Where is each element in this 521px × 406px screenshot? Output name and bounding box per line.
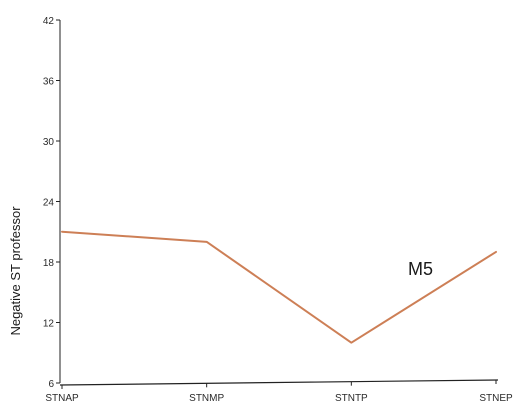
y-tick-label: 36 <box>43 77 55 88</box>
y-axis-label: Negative ST professor <box>8 206 23 336</box>
y-tick-label: 18 <box>43 258 55 269</box>
y-tick-label: 30 <box>43 137 55 148</box>
y-tick-label: 42 <box>43 16 55 27</box>
series-group: M5 <box>61 230 497 344</box>
x-tick-label: STNMP <box>189 393 224 404</box>
x-axis-line <box>59 379 499 386</box>
y-tick-label: 24 <box>43 198 55 209</box>
series-label: M5 <box>408 259 433 279</box>
y-axis: 6 12 18 24 30 36 42 <box>43 16 61 390</box>
series-line <box>61 230 497 344</box>
y-tick-label: 12 <box>43 319 55 330</box>
x-tick-label: STNTP <box>335 393 368 404</box>
y-tick-label: 6 <box>48 379 54 390</box>
x-tick-label: STNEP <box>479 393 513 404</box>
x-axis: STNAP STNMP STNTP STNEP <box>45 379 513 404</box>
x-tick-label: STNAP <box>45 393 79 404</box>
